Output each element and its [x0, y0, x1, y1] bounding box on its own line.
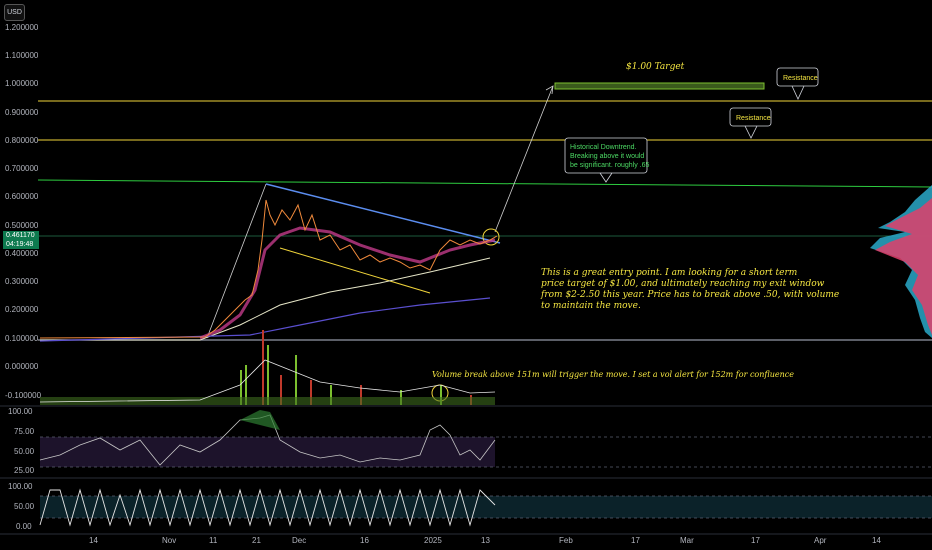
stoch-pane[interactable]: 100.00 50.00 0.00	[8, 482, 932, 531]
target-zone[interactable]	[554, 82, 765, 90]
time-axis: 14 Nov 11 21 Dec 16 2025 13 Feb 17 Mar 1…	[89, 536, 881, 545]
current-price-value: 0.461170	[6, 232, 35, 239]
price-axis: 1.200000 1.100000 1.000000 0.900000 0.80…	[5, 23, 42, 400]
rsi-tick: 75.00	[14, 427, 35, 436]
y-tick: 1.100000	[5, 51, 39, 60]
entry-note-line4: to maintain the move.	[541, 301, 641, 311]
volume-profile	[870, 185, 932, 338]
stoch-tick: 100.00	[8, 482, 33, 491]
downtrend-line[interactable]	[37, 179, 932, 188]
y-tick: 0.200000	[5, 305, 39, 314]
volume-note: Volume break above 151m will trigger the…	[432, 370, 794, 379]
x-tick: Feb	[559, 536, 573, 545]
rsi-pane[interactable]: 100.00 75.00 50.00 25.00	[8, 407, 932, 475]
current-price-time: 04:19:48	[6, 241, 34, 248]
y-tick: -0.100000	[5, 391, 42, 400]
y-tick: 1.000000	[5, 79, 39, 88]
x-tick: Apr	[814, 536, 827, 545]
y-tick: 1.200000	[5, 23, 39, 32]
y-tick: 0.400000	[5, 249, 39, 258]
resistance-callout-upper-text: Resistance	[783, 75, 818, 82]
ma-long	[39, 297, 491, 342]
descending-trendline[interactable]	[265, 183, 501, 244]
x-tick: 16	[360, 536, 369, 545]
volume-bars	[39, 330, 496, 405]
stoch-tick: 50.00	[14, 502, 35, 511]
breakout-circle[interactable]	[482, 228, 500, 246]
price-line	[39, 199, 498, 339]
downtrend-callout-line3: be significant. roughly .65	[570, 162, 649, 169]
downtrend-callout-line1: Historical Downtrend.	[570, 144, 637, 151]
support-trendline[interactable]	[279, 247, 431, 294]
rsi-tick: 50.00	[14, 447, 35, 456]
y-tick: 0.100000	[5, 334, 39, 343]
y-tick: 0.600000	[5, 192, 39, 201]
currency-badge[interactable]: USD	[4, 4, 25, 21]
resistance-callout-lower[interactable]	[729, 107, 772, 127]
y-tick: 0.800000	[5, 136, 39, 145]
x-tick: Dec	[292, 536, 306, 545]
rally-arrow-line[interactable]	[206, 183, 267, 339]
x-tick: 17	[631, 536, 640, 545]
ma-200	[40, 257, 491, 341]
x-tick: Mar	[680, 536, 694, 545]
resistance-callout-lower-text: Resistance	[736, 115, 771, 122]
x-tick: 17	[751, 536, 760, 545]
y-tick: 0.300000	[5, 277, 39, 286]
x-tick: 21	[252, 536, 261, 545]
stoch-tick: 0.00	[16, 522, 32, 531]
rsi-tick: 100.00	[8, 407, 33, 416]
entry-note-line3: from $2-2.50 this year. Price has to bre…	[540, 290, 839, 300]
downtrend-callout-line2: Breaking above it would	[570, 153, 644, 160]
x-tick: 11	[209, 536, 218, 545]
entry-note-line2: price target of $1.00, and ultimately re…	[541, 279, 825, 289]
x-tick: 13	[481, 536, 490, 545]
y-tick: 0.000000	[5, 362, 39, 371]
y-tick: 0.900000	[5, 108, 39, 117]
resistance-callout-upper[interactable]	[776, 67, 819, 87]
ma-band	[199, 226, 496, 340]
x-tick: 2025	[424, 536, 442, 545]
downtrend-callout[interactable]	[564, 137, 648, 174]
x-tick: Nov	[162, 536, 176, 545]
target-arrow-line[interactable]	[494, 85, 554, 233]
current-price-tag: 0.461170 04:19:48	[3, 231, 39, 249]
y-tick: 0.700000	[5, 164, 39, 173]
y-tick: 0.500000	[5, 221, 39, 230]
rsi-tick: 25.00	[14, 466, 35, 475]
x-tick: 14	[89, 536, 98, 545]
x-tick: 14	[872, 536, 881, 545]
target-label: $1.00 Target	[626, 62, 685, 72]
entry-note-line1: This is a great entry point. I am lookin…	[541, 268, 797, 278]
